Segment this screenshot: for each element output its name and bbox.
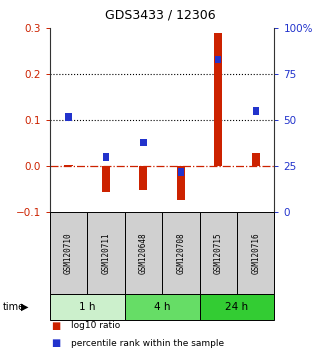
- Text: time: time: [3, 302, 25, 312]
- Text: ▶: ▶: [21, 302, 28, 312]
- Text: log10 ratio: log10 ratio: [71, 321, 120, 330]
- Bar: [139, 166, 147, 190]
- Bar: [178, 168, 184, 176]
- Text: ■: ■: [51, 321, 61, 331]
- Bar: [65, 113, 72, 121]
- Bar: [214, 33, 222, 166]
- Bar: [177, 166, 185, 200]
- Bar: [215, 56, 221, 63]
- Bar: [102, 166, 110, 192]
- Text: percentile rank within the sample: percentile rank within the sample: [71, 339, 224, 348]
- Text: GSM120708: GSM120708: [176, 232, 185, 274]
- Text: GSM120715: GSM120715: [214, 232, 223, 274]
- Text: GDS3433 / 12306: GDS3433 / 12306: [105, 9, 216, 22]
- Text: ■: ■: [51, 338, 61, 348]
- Text: 24 h: 24 h: [225, 302, 248, 312]
- Bar: [253, 107, 259, 115]
- Bar: [252, 153, 260, 166]
- Text: GSM120716: GSM120716: [251, 232, 260, 274]
- Text: 4 h: 4 h: [154, 302, 170, 312]
- Text: GSM120711: GSM120711: [101, 232, 110, 274]
- Text: GSM120648: GSM120648: [139, 232, 148, 274]
- Text: 1 h: 1 h: [79, 302, 95, 312]
- Text: GSM120710: GSM120710: [64, 232, 73, 274]
- Bar: [64, 165, 73, 166]
- Bar: [103, 153, 109, 161]
- Bar: [140, 138, 147, 146]
